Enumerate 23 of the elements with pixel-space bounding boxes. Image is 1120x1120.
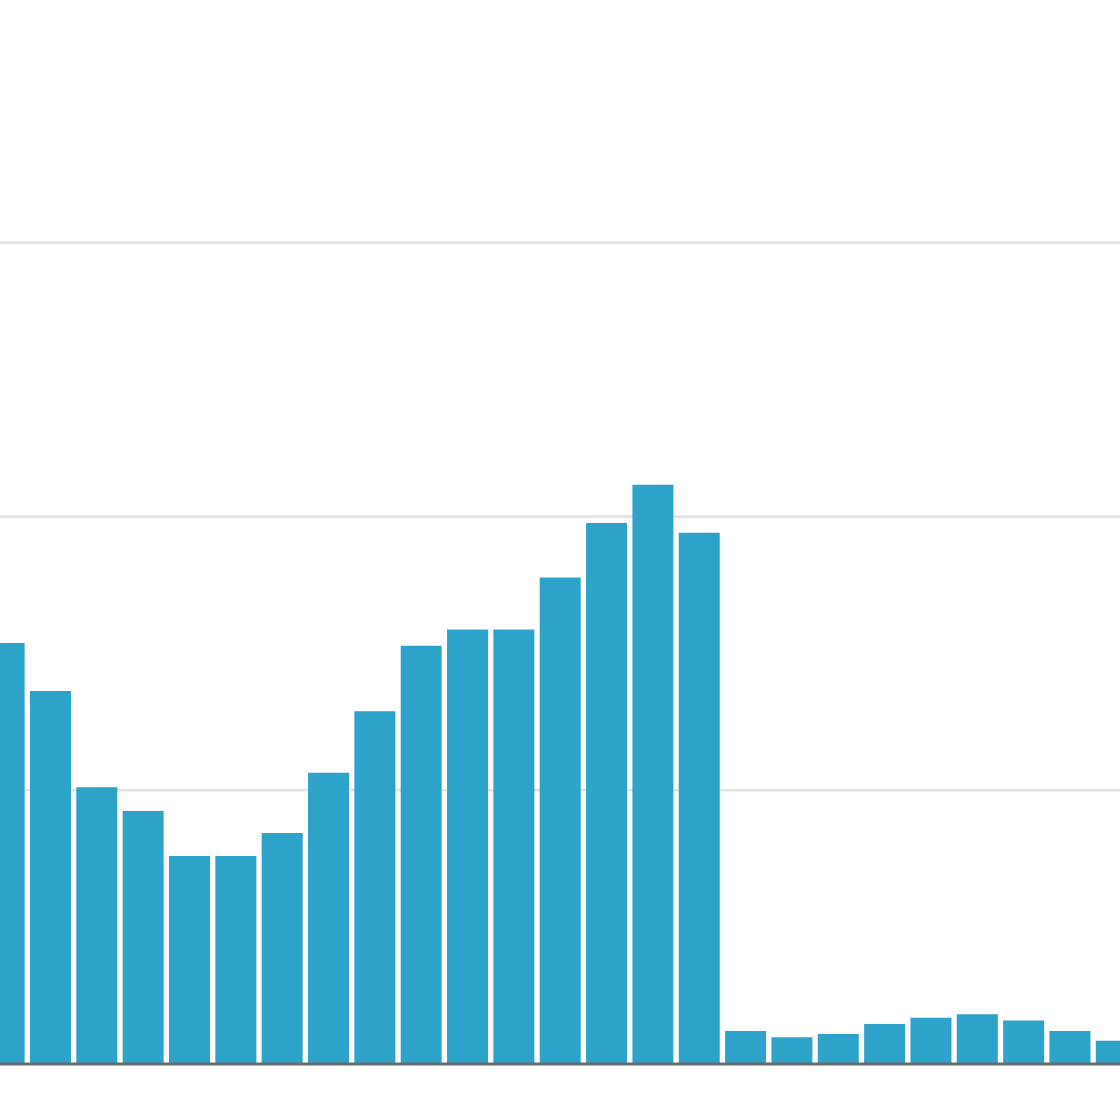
bar xyxy=(168,856,210,1064)
bar xyxy=(1003,1020,1045,1064)
bar xyxy=(122,810,164,1064)
bar xyxy=(308,772,350,1064)
bar xyxy=(447,629,489,1064)
bar xyxy=(817,1033,859,1064)
bar xyxy=(725,1030,767,1064)
bar xyxy=(586,523,628,1064)
bar xyxy=(864,1024,906,1064)
bar xyxy=(76,787,118,1064)
bar xyxy=(1049,1030,1091,1064)
bar xyxy=(354,711,396,1064)
bar xyxy=(956,1014,998,1064)
bar xyxy=(493,629,535,1064)
bar xyxy=(400,645,442,1064)
bar xyxy=(678,532,720,1064)
bar xyxy=(539,577,581,1064)
bar xyxy=(632,484,674,1064)
bar xyxy=(261,832,303,1064)
bar xyxy=(771,1037,813,1064)
bar xyxy=(215,856,257,1064)
bar xyxy=(29,690,71,1064)
bar xyxy=(910,1017,952,1064)
